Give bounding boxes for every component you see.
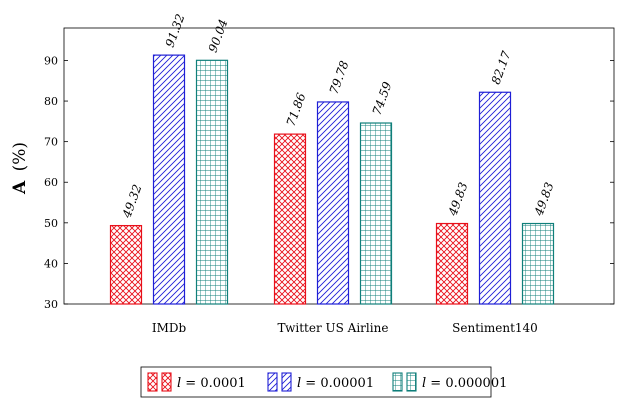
legend-var: l — [422, 376, 426, 391]
y-axis-label: A (%) — [10, 142, 30, 195]
legend-entry: l = 0.0001 — [177, 376, 246, 391]
legend-swatch — [161, 372, 172, 392]
bar — [359, 122, 393, 305]
y-tick-label: 30 — [44, 298, 58, 311]
x-axis: IMDb Twitter US Airline Sentiment140 — [152, 321, 538, 335]
y-axis: 30 40 50 60 70 80 90 — [44, 54, 614, 311]
legend-swatch — [267, 372, 278, 392]
y-tick-label: 60 — [44, 176, 58, 189]
bar — [195, 59, 229, 305]
y-axis-label-unit: (%) — [10, 142, 30, 171]
legend-swatch — [147, 372, 158, 392]
data-label: 49.83 — [531, 180, 556, 218]
data-label: 79.78 — [327, 59, 352, 96]
data-label: 71.86 — [284, 91, 309, 128]
y-tick-label: 50 — [44, 217, 58, 230]
x-tick-label: IMDb — [152, 321, 187, 335]
bar — [521, 222, 555, 305]
x-tick-label: Sentiment140 — [452, 321, 538, 335]
legend-box — [140, 366, 492, 398]
data-label: 49.32 — [119, 183, 144, 221]
bar — [435, 222, 469, 305]
legend-var: l — [177, 376, 181, 391]
bar — [109, 224, 143, 305]
legend-swatch — [281, 372, 292, 392]
legend-entry: l = 0.00001 — [297, 376, 374, 391]
bar — [478, 91, 512, 305]
legend-swatch — [406, 372, 417, 392]
legend-value: = 0.000001 — [426, 376, 507, 391]
legend-entry: l = 0.000001 — [422, 376, 507, 391]
y-tick-label: 90 — [44, 54, 58, 67]
data-label: 82.17 — [489, 49, 514, 86]
y-tick-label: 40 — [44, 257, 58, 270]
legend-value: = 0.0001 — [181, 376, 246, 391]
x-tick-label: Twitter US Airline — [278, 321, 389, 335]
bars-group — [109, 54, 555, 305]
bar — [152, 54, 186, 305]
legend-swatch — [392, 372, 403, 392]
y-tick-label: 70 — [44, 136, 58, 149]
legend: l = 0.0001 l = 0.00001 l = 0.000001 — [140, 366, 507, 398]
bar — [273, 133, 307, 305]
y-axis-label-main: A — [10, 180, 30, 195]
data-label: 74.59 — [370, 80, 395, 117]
data-label: 90.04 — [206, 17, 231, 54]
legend-value: = 0.00001 — [301, 376, 374, 391]
bar — [316, 101, 350, 305]
data-label: 91.32 — [163, 12, 188, 49]
data-label: 49.83 — [445, 180, 470, 218]
legend-var: l — [297, 376, 301, 391]
y-tick-label: 80 — [44, 95, 58, 108]
